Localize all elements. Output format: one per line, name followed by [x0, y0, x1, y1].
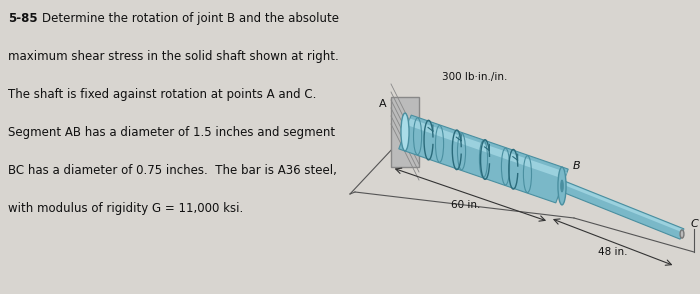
Text: 60 in.: 60 in.: [451, 200, 480, 210]
Text: 48 in.: 48 in.: [598, 247, 627, 257]
Polygon shape: [563, 182, 684, 233]
Text: The shaft is fixed against rotation at points A and C.: The shaft is fixed against rotation at p…: [8, 88, 316, 101]
Polygon shape: [560, 181, 684, 239]
Polygon shape: [407, 118, 567, 179]
Text: Determine the rotation of joint B and the absolute: Determine the rotation of joint B and th…: [42, 12, 339, 25]
Ellipse shape: [561, 180, 564, 192]
Text: BC has a diameter of 0.75 inches.  The bar is A36 steel,: BC has a diameter of 0.75 inches. The ba…: [8, 164, 337, 177]
Ellipse shape: [401, 113, 409, 151]
Text: C: C: [690, 219, 698, 229]
Text: Segment AB has a diameter of 1.5 inches and segment: Segment AB has a diameter of 1.5 inches …: [8, 126, 335, 139]
Polygon shape: [391, 97, 419, 167]
Text: 300 lb·in./in.: 300 lb·in./in.: [442, 72, 508, 82]
Text: 5-85: 5-85: [8, 12, 38, 25]
Text: A: A: [379, 99, 387, 109]
Text: maximum shear stress in the solid shaft shown at right.: maximum shear stress in the solid shaft …: [8, 50, 339, 63]
Polygon shape: [399, 115, 568, 203]
Text: B: B: [573, 161, 581, 171]
Ellipse shape: [680, 230, 684, 238]
Text: with modulus of rigidity G = 11,000 ksi.: with modulus of rigidity G = 11,000 ksi.: [8, 202, 244, 215]
Ellipse shape: [558, 167, 566, 205]
